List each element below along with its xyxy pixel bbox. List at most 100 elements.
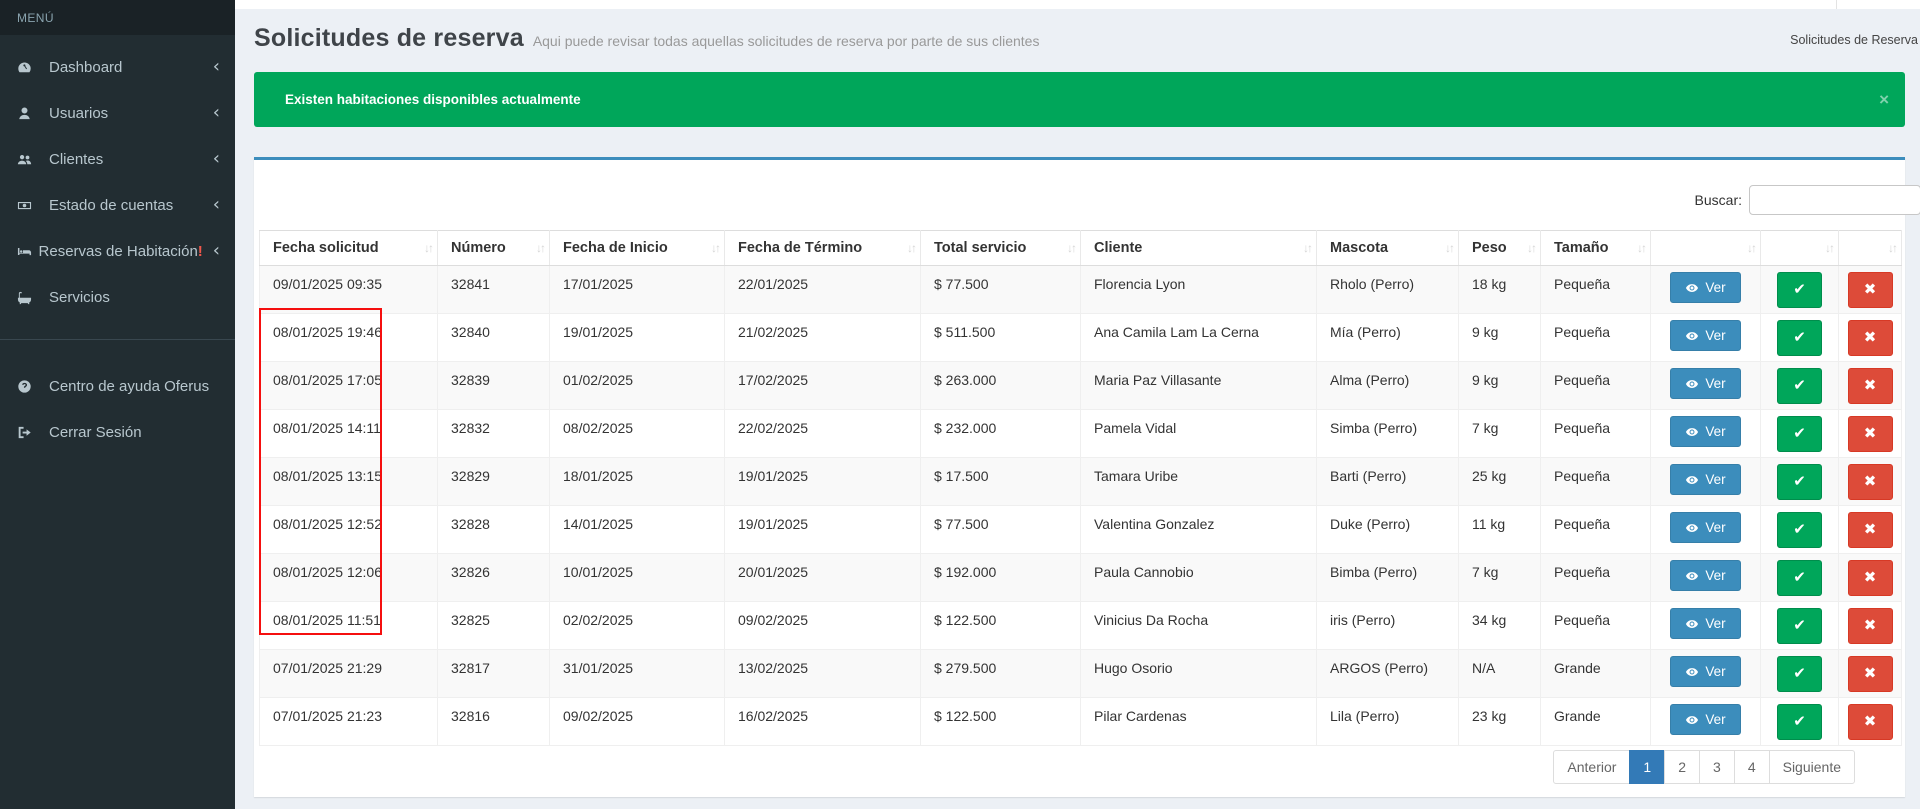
- cell-cliente: Tamara Uribe: [1080, 457, 1317, 506]
- column-header-fecha-solicitud[interactable]: Fecha solicitud ↓↑: [259, 230, 438, 266]
- search-input[interactable]: [1749, 185, 1920, 215]
- reject-button[interactable]: ✖: [1847, 464, 1893, 500]
- cell-cliente: Valentina Gonzalez: [1080, 505, 1317, 554]
- column-header-actions-2[interactable]: ↓↑: [1760, 230, 1839, 266]
- ver-button[interactable]: Ver: [1670, 656, 1741, 687]
- cell-mascota: Lila (Perro): [1316, 697, 1459, 746]
- ver-button-label: Ver: [1705, 616, 1726, 631]
- column-header-mascota[interactable]: Mascota ↓↑: [1316, 230, 1459, 266]
- sidebar-item-reservas-de-habitacion[interactable]: Reservas de Habitación! ‹: [0, 228, 235, 274]
- approve-button[interactable]: ✔: [1777, 272, 1822, 308]
- sort-icon: ↓↑: [1527, 241, 1537, 255]
- x-icon: ✖: [1863, 713, 1877, 730]
- pagination-previous[interactable]: Anterior: [1553, 750, 1631, 784]
- ver-button[interactable]: Ver: [1670, 368, 1741, 399]
- column-header-tamano[interactable]: Tamaño ↓↑: [1540, 230, 1651, 266]
- pagination-page-4[interactable]: 4: [1733, 750, 1770, 784]
- approve-button[interactable]: ✔: [1777, 560, 1822, 596]
- content-header: Solicitudes de reserva Aqui puede revisar…: [235, 9, 1920, 67]
- reject-button[interactable]: ✖: [1847, 416, 1893, 452]
- reject-button[interactable]: ✖: [1847, 320, 1893, 356]
- sidebar-item-centro-de-ayuda-oferus[interactable]: Centro de ayuda Oferus: [0, 363, 235, 409]
- cell-tamano: Pequeña: [1540, 265, 1651, 314]
- sidebar-item-usuarios[interactable]: Usuarios ‹: [0, 90, 235, 136]
- check-icon: ✔: [1793, 713, 1806, 730]
- reject-button[interactable]: ✖: [1847, 656, 1893, 692]
- approve-button[interactable]: ✔: [1777, 320, 1822, 356]
- column-header-fecha-de-inicio[interactable]: Fecha de Inicio ↓↑: [549, 230, 725, 266]
- cell-numero: 32825: [437, 601, 550, 650]
- column-header-actions-3[interactable]: ↓↑: [1838, 230, 1902, 266]
- sidebar-item-label: Dashboard: [49, 58, 123, 76]
- approve-button[interactable]: ✔: [1777, 464, 1822, 500]
- pagination-page-2[interactable]: 2: [1664, 750, 1701, 784]
- ver-button[interactable]: Ver: [1670, 320, 1741, 351]
- ver-button[interactable]: Ver: [1670, 272, 1741, 303]
- ver-button[interactable]: Ver: [1670, 560, 1741, 591]
- approve-button[interactable]: ✔: [1777, 512, 1822, 548]
- approve-button[interactable]: ✔: [1777, 368, 1822, 404]
- sidebar-item-clientes[interactable]: Clientes ‹: [0, 136, 235, 182]
- reject-button[interactable]: ✖: [1847, 560, 1893, 596]
- cell-fecha-solicitud: 08/01/2025 14:11: [259, 409, 438, 458]
- ver-button[interactable]: Ver: [1670, 464, 1741, 495]
- approve-button[interactable]: ✔: [1777, 656, 1822, 692]
- reject-button[interactable]: ✖: [1847, 512, 1893, 548]
- pagination-page-3[interactable]: 3: [1699, 750, 1735, 784]
- pagination-next[interactable]: Siguiente: [1768, 750, 1855, 784]
- alert-exclamation: !: [197, 242, 203, 260]
- sidebar-item-servicios[interactable]: Servicios: [0, 274, 235, 320]
- check-icon: ✔: [1793, 617, 1806, 634]
- cell-tamano: Pequeña: [1540, 553, 1651, 602]
- cell-mascota: Mía (Perro): [1316, 313, 1459, 362]
- sidebar-menu-label: MENÚ: [0, 0, 235, 35]
- cell-actions-ver: Ver: [1650, 553, 1761, 602]
- ver-button-label: Ver: [1705, 424, 1726, 439]
- reservations-table: Fecha solicitud ↓↑ Número ↓↑ Fecha de Inicio…: [259, 230, 1902, 746]
- column-header-fecha-de-termino[interactable]: Fecha de Término ↓↑: [724, 230, 921, 266]
- column-header-label: Total servicio: [934, 240, 1027, 256]
- sidebar-item-label: Estado de cuentas: [49, 196, 174, 214]
- column-header-actions-1[interactable]: ↓↑: [1650, 230, 1761, 266]
- sidebar-item-label: Clientes: [49, 150, 104, 168]
- cell-actions-approve: ✔: [1760, 697, 1839, 746]
- column-header-peso[interactable]: Peso ↓↑: [1458, 230, 1541, 266]
- pagination-page-1[interactable]: 1: [1629, 750, 1666, 784]
- cell-total: $ 77.500: [920, 505, 1081, 554]
- table-row: 07/01/2025 21:29 32817 31/01/2025 13/02/202…: [259, 649, 1902, 698]
- reject-button[interactable]: ✖: [1847, 272, 1893, 308]
- reject-button[interactable]: ✖: [1847, 704, 1893, 740]
- sidebar-item-estado-de-cuentas[interactable]: Estado de cuentas ‹: [0, 182, 235, 228]
- cell-mascota: Duke (Perro): [1316, 505, 1459, 554]
- logout-icon: [17, 425, 44, 440]
- column-header-numero[interactable]: Número ↓↑: [437, 230, 550, 266]
- ver-button[interactable]: Ver: [1670, 704, 1741, 735]
- cell-inicio: 09/02/2025: [549, 697, 725, 746]
- approve-button[interactable]: ✔: [1777, 704, 1822, 740]
- reject-button[interactable]: ✖: [1847, 368, 1893, 404]
- approve-button[interactable]: ✔: [1777, 608, 1822, 644]
- column-header-label: Fecha de Inicio: [563, 240, 668, 256]
- chevron-left-icon: ‹: [212, 56, 220, 77]
- check-icon: ✔: [1793, 665, 1806, 682]
- ver-button-label: Ver: [1705, 568, 1726, 583]
- sidebar-item-cerrar-sesion[interactable]: Cerrar Sesión: [0, 409, 235, 455]
- ver-button[interactable]: Ver: [1670, 416, 1741, 447]
- approve-button[interactable]: ✔: [1777, 416, 1822, 452]
- ver-button[interactable]: Ver: [1670, 512, 1741, 543]
- column-header-label: Tamaño: [1554, 240, 1609, 256]
- close-icon[interactable]: ×: [1879, 89, 1889, 109]
- sidebar-item-label: Reservas de Habitación: [38, 242, 198, 260]
- cell-peso: 18 kg: [1458, 265, 1541, 314]
- table-row: 08/01/2025 17:05 32839 01/02/2025 17/02/202…: [259, 361, 1902, 410]
- reject-button[interactable]: ✖: [1847, 608, 1893, 644]
- cell-total: $ 263.000: [920, 361, 1081, 410]
- users-icon: [17, 152, 44, 167]
- cell-fecha-solicitud: 08/01/2025 12:06: [259, 553, 438, 602]
- cell-peso: 11 kg: [1458, 505, 1541, 554]
- ver-button[interactable]: Ver: [1670, 608, 1741, 639]
- eye-icon: [1685, 617, 1699, 631]
- sidebar-item-dashboard[interactable]: Dashboard ‹: [0, 44, 235, 90]
- column-header-total-servicio[interactable]: Total servicio ↓↑: [920, 230, 1081, 266]
- column-header-cliente[interactable]: Cliente ↓↑: [1080, 230, 1317, 266]
